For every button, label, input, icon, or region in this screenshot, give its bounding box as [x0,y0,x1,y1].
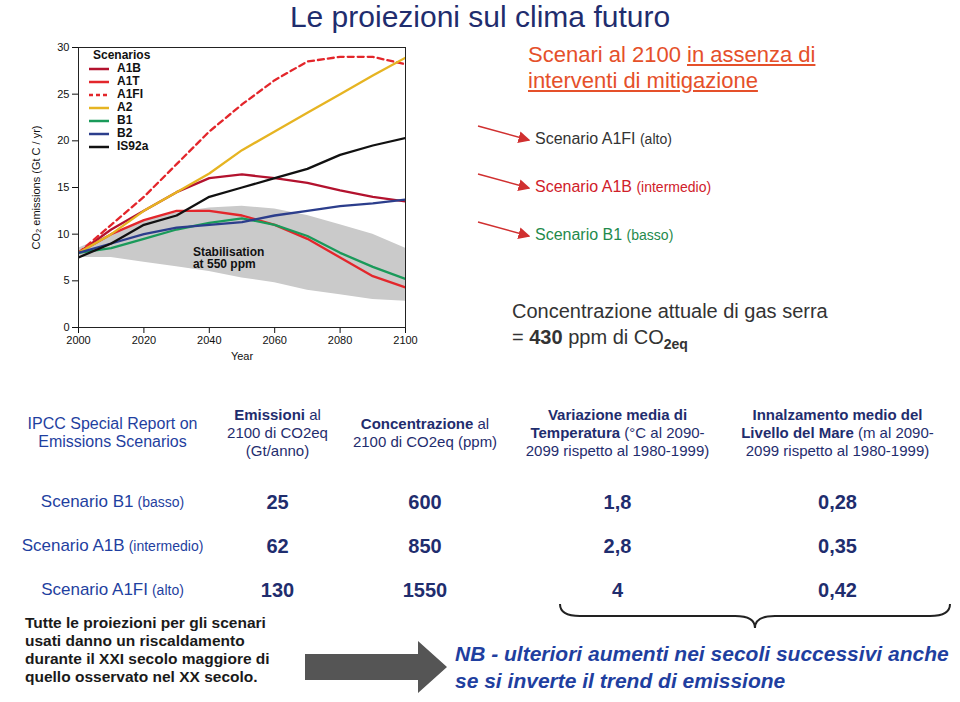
html-text:A1FI: A1FI [117,87,143,101]
svg-text:10: 10 [57,228,69,240]
html-text:B1: B1 [117,113,133,127]
html-text:Scenario B1 (basso): Scenario B1 (basso) [40,492,185,511]
html-text:Concentrazione al 2100 di CO2e: Concentrazione al 2100 di CO2eq (ppm) [352,414,498,450]
html-text:B2: B2 [117,126,133,140]
svg-text:2000: 2000 [66,334,90,346]
html-text:850: 850 [408,534,442,557]
html-text:Concentrazione attuale di gas: Concentrazione attuale di gas serra = 43… [512,300,828,352]
html-text:Tutte le proiezioni per gli sc: Tutte le proiezioni per gli scenari usat… [25,614,270,685]
html-text:0,42: 0,42 [818,578,857,601]
html-text:Scenario A1FI (alto): Scenario A1FI (alto) [41,580,184,599]
svg-text:0: 0 [63,321,69,333]
html-text:1550: 1550 [402,578,448,601]
html-text:600: 600 [408,490,442,513]
html-text:2,8: 2,8 [603,534,632,557]
html-text:1,8: 1,8 [603,490,632,513]
html-text:Scenario A1B (intermedio): Scenario A1B (intermedio) [535,178,712,195]
html-text:A2: A2 [117,100,133,114]
html-text:Le proiezioni sul clima futuro: Le proiezioni sul clima futuro [289,0,671,33]
html-text:A1T: A1T [117,74,140,88]
html-text:A1B: A1B [117,61,141,75]
svg-text:2040: 2040 [197,334,221,346]
html-text:0,35: 0,35 [818,534,857,557]
html-text:62: 62 [266,534,289,557]
html-text:25: 25 [266,490,289,513]
svg-text:Year: Year [231,350,254,362]
html-text:130: 130 [260,578,295,601]
html-text:IPCC Special Report on Emissio: IPCC Special Report on Emissions Scenari… [27,414,198,450]
svg-text:20: 20 [57,134,69,146]
svg-text:Stabilisationat 550 ppm: Stabilisationat 550 ppm [193,245,264,271]
svg-text:2100: 2100 [393,334,417,346]
html-text:Variazione media di Temperatur: Variazione media di Temperatura (°C al 2… [525,405,710,459]
html-text:Scenario A1B (intermedio): Scenario A1B (intermedio) [21,536,204,555]
html-text:4: 4 [611,578,624,601]
svg-text:2020: 2020 [132,334,156,346]
html-text:NB - ulteriori aumenti nei sec: NB - ulteriori aumenti nei secoli succes… [455,642,949,692]
html-text:Innalzamento medio del Livello: Innalzamento medio del Livello del Mare … [741,405,934,459]
html-text:Emissioni al 2100 di CO2eq (Gt: Emissioni al 2100 di CO2eq (Gt/anno) [227,405,328,459]
html-text:Scenario B1 (basso): Scenario B1 (basso) [535,226,674,243]
html-text:Scenarios: Scenarios [93,48,151,62]
html-text:Scenari al 2100 in assenza di: Scenari al 2100 in assenza di interventi… [528,42,816,93]
html-text:Scenario A1FI (alto): Scenario A1FI (alto) [535,130,672,147]
svg-text:CO₂ emissions (Gt C / yr): CO₂ emissions (Gt C / yr) [30,125,42,249]
svg-text:30: 30 [57,41,69,53]
svg-text:2080: 2080 [328,334,352,346]
svg-text:2060: 2060 [262,334,286,346]
svg-text:5: 5 [63,274,69,286]
svg-text:25: 25 [57,88,69,100]
html-text:0,28: 0,28 [818,490,857,513]
svg-text:15: 15 [57,181,69,193]
html-text:IS92a: IS92a [117,139,149,153]
